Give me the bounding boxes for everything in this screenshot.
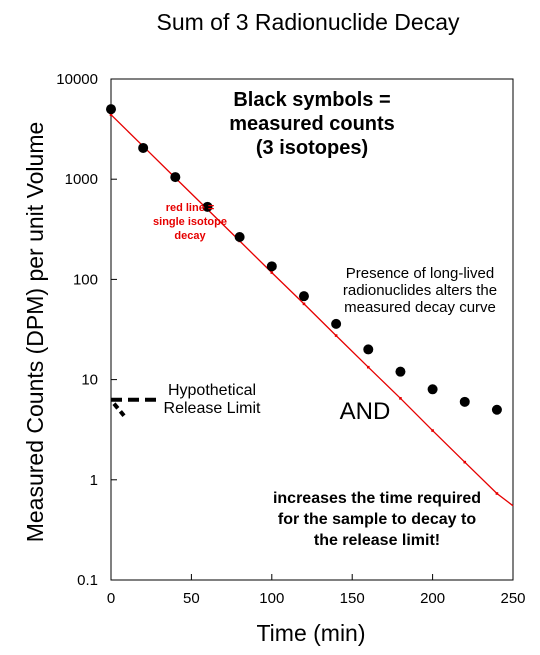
axis-ticks: 0 50 100 150 200 250 0.1 1 10 100 1000 10000 — [56, 71, 525, 607]
single-isotope-decay-line — [110, 114, 514, 507]
x-tick-label: 50 — [183, 590, 200, 607]
release-limit-tick — [112, 402, 126, 417]
measured-count-point — [138, 142, 149, 153]
annotation-measured-line: measured counts — [229, 113, 395, 135]
x-tick-label: 200 — [420, 590, 445, 607]
annotation-measured: Black symbols = measured counts (3 isotope… — [229, 89, 395, 159]
annotation-increases-time-line: the release limit! — [314, 532, 440, 549]
measured-count-point — [266, 261, 277, 272]
x-tick-label: 150 — [340, 590, 365, 607]
y-tick-label: 10000 — [56, 71, 98, 88]
annotation-release-limit: Hypothetical Release Limit — [164, 382, 261, 417]
decay-line-marker — [334, 334, 338, 337]
series-layer — [106, 104, 514, 507]
y-tick-label: 0.1 — [77, 572, 98, 589]
annotation-increases-time: increases the time required for the sampl… — [273, 490, 481, 549]
x-axis-label: Time (min) — [256, 620, 365, 646]
annotation-and: AND — [340, 398, 391, 425]
decay-line-marker — [366, 365, 370, 369]
release-limit — [111, 397, 160, 417]
decay-line-marker — [399, 397, 402, 400]
x-tick-label: 100 — [259, 590, 284, 607]
annotation-long-lived: Presence of long-lived radionuclides alte… — [343, 265, 497, 316]
measured-count-point — [234, 231, 245, 242]
measured-count-point — [427, 384, 438, 395]
decay-line-marker — [270, 271, 274, 274]
annotation-red-line-line: single isotope — [153, 216, 227, 228]
chart-title: Sum of 3 Radionuclide Decay — [157, 9, 460, 35]
annotation-increases-time-line: increases the time required — [273, 490, 481, 507]
measured-count-point — [491, 404, 502, 415]
measured-count-point — [395, 366, 406, 377]
measured-count-point — [363, 344, 374, 355]
annotation-long-lived-line: measured decay curve — [344, 299, 496, 316]
measured-count-point — [202, 201, 213, 212]
measured-count-point — [106, 104, 116, 115]
annotation-long-lived-line: Presence of long-lived — [346, 265, 494, 282]
x-tick-label: 0 — [107, 590, 115, 607]
measured-count-point — [170, 172, 181, 183]
annotation-red-line: red line = single isotope decay — [153, 202, 227, 242]
y-tick-label: 1000 — [65, 171, 98, 188]
y-tick-label: 1 — [90, 472, 98, 489]
decay-line-marker — [302, 302, 306, 306]
measured-count-point — [298, 291, 309, 302]
measured-count-point — [459, 396, 470, 407]
annotation-measured-line: Black symbols = — [233, 89, 390, 111]
annotation-release-limit-line: Release Limit — [164, 400, 261, 417]
x-tick-label: 250 — [500, 590, 525, 607]
decay-line-marker — [109, 113, 113, 117]
decay-line-marker — [495, 492, 499, 495]
annotation-measured-line: (3 isotopes) — [256, 137, 368, 159]
annotation-red-line-line: red line = — [166, 202, 215, 214]
plot-frame — [110, 78, 514, 581]
decay-line-marker — [431, 429, 434, 432]
annotation-and-line: AND — [340, 398, 391, 425]
annotation-long-lived-line: radionuclides alters the — [343, 282, 497, 299]
measured-count-point — [331, 318, 342, 329]
annotation-release-limit-line: Hypothetical — [168, 382, 256, 399]
annotations: Black symbols = measured counts (3 isotope… — [153, 89, 497, 549]
annotation-increases-time-line: for the sample to decay to — [278, 511, 476, 528]
decay-line-marker — [463, 460, 467, 464]
y-axis-label: Measured Counts (DPM) per unit Volume — [22, 122, 48, 543]
annotation-red-line-line: decay — [174, 230, 206, 242]
y-tick-label: 10 — [81, 372, 98, 389]
y-tick-label: 100 — [73, 271, 98, 288]
